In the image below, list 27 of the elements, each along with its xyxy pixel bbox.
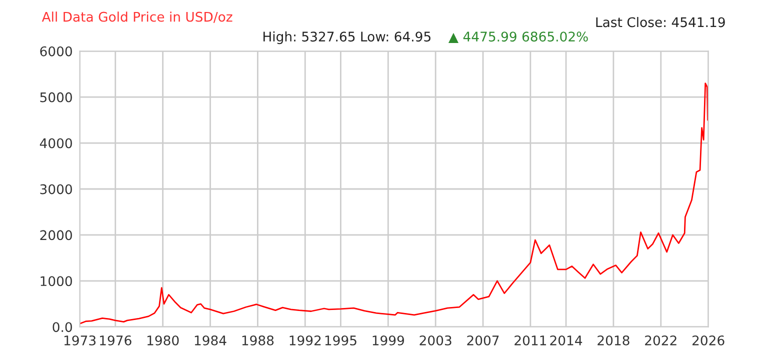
y-tick-label: 3000: [40, 184, 72, 194]
text: ▲ 4475.99 6865.02%: [448, 32, 588, 44]
y-tick-label: 0.0: [52, 322, 72, 332]
x-tick-label: 2014: [550, 335, 582, 346]
x-tick-label: 2007: [467, 335, 499, 346]
chart-subtitle: High: 5327.65 Low: 64.95: [263, 31, 430, 44]
x-tick-label: 1976: [100, 335, 132, 346]
y-tick-label: 1000: [40, 276, 72, 286]
chart-title: All Data Gold Price in USD/oz: [42, 12, 232, 23]
x-tick-label: 1992: [290, 335, 321, 346]
x-tick-label: 1984: [194, 335, 226, 346]
x-tick-label: 1999: [372, 335, 404, 346]
x-tick-label: 1995: [325, 335, 356, 346]
y-tick-label: 5000: [40, 92, 72, 102]
line-series: [80, 82, 708, 324]
x-tick-label: 2018: [598, 335, 630, 346]
x-tick-label: 2011: [514, 335, 546, 346]
x-tick-label: 2026: [692, 335, 724, 346]
y-tick-label: 4000: [40, 138, 72, 148]
x-tick-label: 2022: [645, 335, 676, 346]
text: Last Close: 4541.19: [596, 16, 725, 28]
x-tick-label: 1988: [242, 335, 274, 346]
x-tick-label: 1980: [147, 335, 179, 346]
y-tick-label: 6000: [40, 46, 72, 56]
x-tick-label: 2003: [420, 335, 452, 346]
x-tick-label: 1973: [64, 335, 96, 346]
y-tick-label: 2000: [40, 230, 72, 240]
